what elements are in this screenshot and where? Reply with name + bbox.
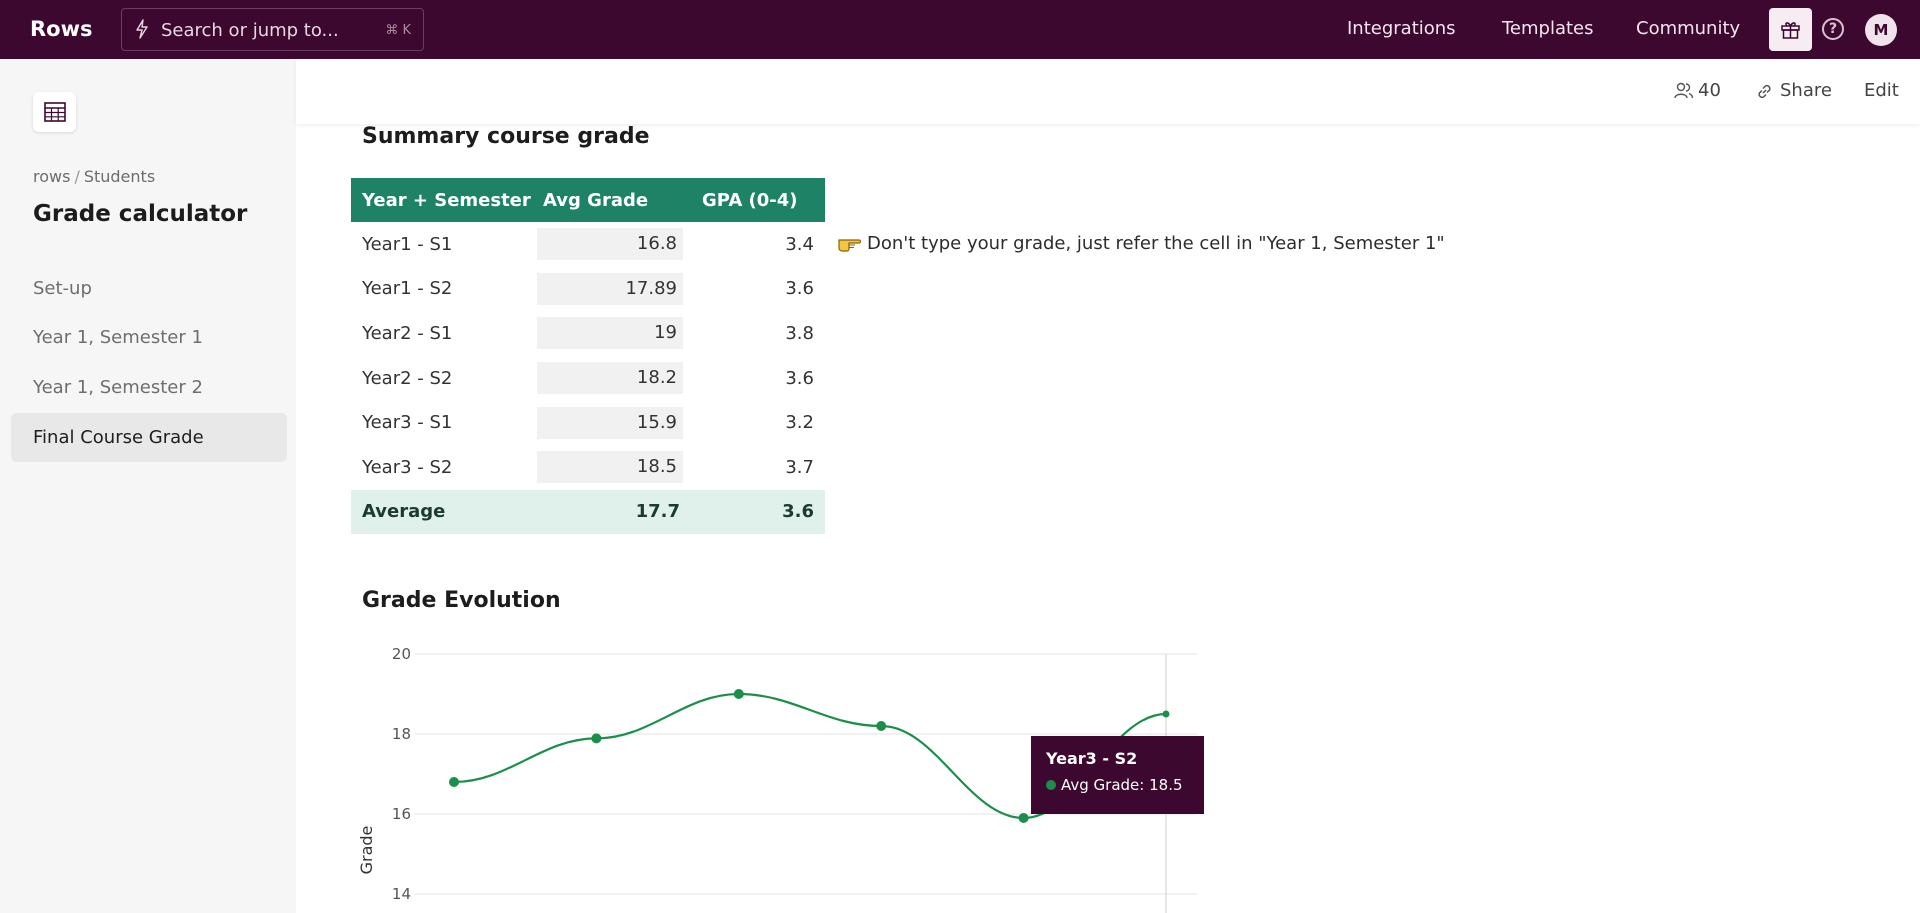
total-gpa-cell[interactable]: 3.6 — [691, 489, 825, 535]
nav-community[interactable]: Community — [1636, 18, 1741, 39]
column-header-avg[interactable]: Avg Grade — [532, 178, 691, 222]
table-icon-button[interactable] — [33, 92, 76, 132]
table-row: Year3 - S1 15.9 3.2 — [351, 400, 825, 445]
y-tick-label: 18 — [392, 725, 411, 743]
nav-templates[interactable]: Templates — [1502, 18, 1594, 39]
term-cell[interactable]: Year2 - S2 — [362, 367, 453, 389]
share-button[interactable]: Share — [1780, 80, 1832, 101]
term-cell[interactable]: Year1 - S1 — [362, 233, 453, 255]
gpa-cell[interactable]: 3.6 — [785, 278, 814, 300]
gpa-cell[interactable]: 3.7 — [785, 456, 814, 478]
table-total-row: Average 17.7 3.6 — [351, 489, 825, 535]
gift-icon — [1781, 22, 1800, 39]
sidebar-item-year1-sem1[interactable]: Year 1, Semester 1 — [33, 327, 203, 348]
avg-grade-cell[interactable]: 17.89 — [537, 272, 683, 305]
term-cell[interactable]: Year3 - S2 — [362, 456, 453, 478]
y-tick-label: 20 — [392, 645, 411, 663]
top-bar: Rows Search or jump to... ⌘ K Integratio… — [0, 0, 1920, 59]
tooltip-value: Avg Grade: 18.5 — [1061, 776, 1183, 794]
gpa-cell[interactable]: 3.8 — [785, 322, 814, 344]
tooltip-title: Year3 - S2 — [1046, 749, 1138, 768]
gpa-cell[interactable]: 3.2 — [785, 412, 814, 434]
table-row: Year3 - S2 18.5 3.7 — [351, 445, 825, 490]
column-header-term[interactable]: Year + Semester — [351, 178, 532, 222]
doc-title: Grade calculator — [33, 201, 248, 227]
users-icon — [1674, 82, 1694, 99]
search-placeholder: Search or jump to... — [161, 20, 339, 41]
pointing-hand-icon — [838, 239, 861, 252]
nav-integrations[interactable]: Integrations — [1347, 18, 1456, 39]
data-point — [1018, 813, 1029, 823]
avg-grade-cell[interactable]: 19 — [537, 317, 683, 350]
section-title-evolution: Grade Evolution — [362, 588, 561, 613]
tooltip-row: Avg Grade: 18.5 — [1046, 776, 1189, 794]
help-icon[interactable]: ? — [1822, 18, 1844, 40]
note-text-cell[interactable]: Don't type your grade, just refer the ce… — [837, 233, 1445, 254]
breadcrumb-folder[interactable]: Students — [83, 167, 156, 186]
total-label-cell[interactable]: Average — [351, 489, 532, 535]
sidebar-item-final-course-grade[interactable]: Final Course Grade — [11, 413, 287, 462]
data-point — [733, 689, 744, 699]
term-cell[interactable]: Year2 - S1 — [362, 322, 453, 344]
sidebar — [0, 59, 296, 913]
data-point — [1162, 710, 1170, 718]
data-point — [591, 733, 602, 744]
page-toolbar: 40 Share Edit — [296, 59, 1920, 124]
search-shortcut: ⌘ K — [385, 23, 411, 38]
series-dot-icon — [1046, 780, 1056, 790]
breadcrumb: rows / Students — [33, 167, 155, 186]
data-point — [876, 721, 887, 731]
avg-grade-cell[interactable]: 15.9 — [537, 406, 683, 439]
avg-grade-cell[interactable]: 16.8 — [537, 228, 683, 261]
search-box[interactable]: Search or jump to... ⌘ K — [121, 8, 424, 51]
link-icon — [1758, 84, 1771, 99]
column-header-gpa[interactable]: GPA (0-4) — [691, 178, 825, 222]
edit-button[interactable]: Edit — [1864, 80, 1899, 101]
app-logo[interactable]: Rows — [30, 17, 93, 41]
table-row: Year1 - S2 17.89 3.6 — [351, 267, 825, 312]
sidebar-item-setup[interactable]: Set-up — [33, 278, 92, 299]
avg-grade-cell[interactable]: 18.5 — [537, 451, 683, 484]
total-avg-cell[interactable]: 17.7 — [532, 489, 691, 535]
table-row: Year2 - S1 19 3.8 — [351, 311, 825, 356]
bolt-icon — [136, 19, 148, 39]
gift-button[interactable] — [1769, 8, 1812, 51]
table-header-row: Year + Semester Avg Grade GPA (0-4) — [351, 178, 825, 222]
breadcrumb-root[interactable]: rows — [33, 167, 71, 186]
summary-table: Year + Semester Avg Grade GPA (0-4) Year… — [351, 178, 825, 535]
sidebar-item-year1-sem2[interactable]: Year 1, Semester 2 — [33, 377, 203, 398]
note-text: Don't type your grade, just refer the ce… — [867, 233, 1445, 254]
y-tick-label: 14 — [392, 885, 411, 903]
y-axis-label: Grade — [357, 826, 376, 875]
breadcrumb-separator: / — [74, 167, 80, 186]
term-cell[interactable]: Year1 - S2 — [362, 278, 453, 300]
gpa-cell[interactable]: 3.4 — [785, 233, 814, 255]
avg-grade-cell[interactable]: 18.2 — [537, 362, 683, 395]
table-row: Year2 - S2 18.2 3.6 — [351, 356, 825, 401]
data-point — [449, 777, 459, 787]
y-tick-label: 16 — [392, 805, 411, 823]
viewers-count[interactable]: 40 — [1698, 80, 1721, 101]
gpa-cell[interactable]: 3.6 — [785, 367, 814, 389]
chart-tooltip: Year3 - S2 Avg Grade: 18.5 — [1031, 736, 1204, 814]
section-title-summary: Summary course grade — [362, 124, 650, 149]
table-icon — [44, 102, 66, 122]
avatar[interactable]: M — [1865, 14, 1897, 46]
term-cell[interactable]: Year3 - S1 — [362, 412, 453, 434]
table-row: Year1 - S1 16.8 3.4 — [351, 222, 825, 267]
